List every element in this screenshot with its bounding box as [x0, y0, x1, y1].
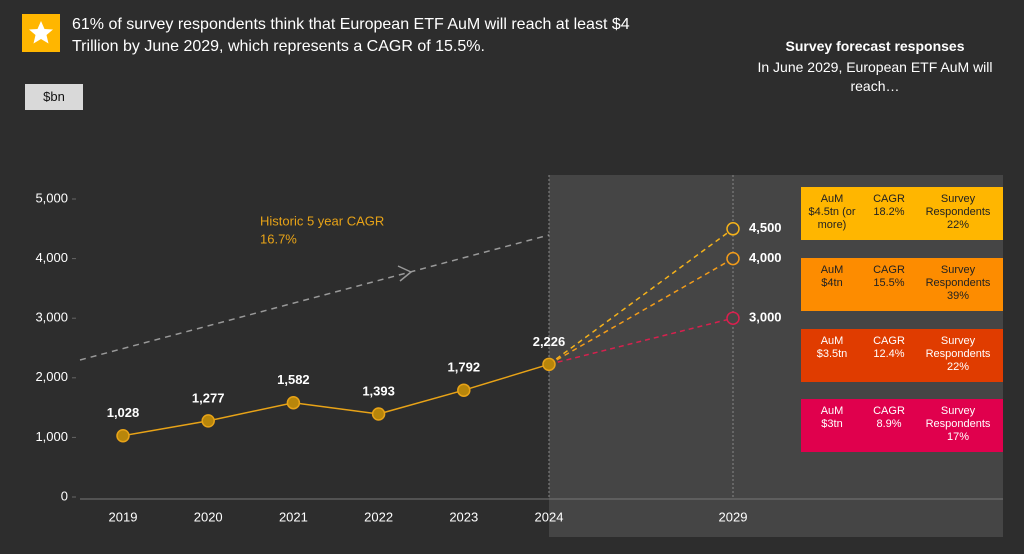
trend-arrow — [79, 234, 550, 361]
y-tick-label: 0 — [61, 488, 68, 503]
panel-subtitle: In June 2029, European ETF AuM will reac… — [757, 59, 993, 94]
point — [371, 407, 386, 421]
cell-header: CAGR — [873, 264, 905, 276]
headline: 61% of survey respondents think that Eur… — [72, 16, 630, 55]
forecast-line — [548, 317, 734, 366]
box-cell: CAGR 12.4% — [863, 335, 915, 382]
cell-value: $3.5tn — [816, 348, 848, 360]
value-label: 1,277 — [192, 390, 225, 405]
value-label: 1,792 — [448, 360, 481, 375]
cell-header: CAGR — [873, 405, 905, 417]
forecast-box: AuM $3tn CAGR 8.9% Survey Respondents 17% — [801, 399, 1003, 452]
x-tick-label: 2024 — [535, 509, 564, 524]
box-cell: Survey Respondents 22% — [915, 335, 1001, 382]
y-tick-label: 3,000 — [35, 310, 68, 325]
cell-header: Survey Respondents — [925, 335, 991, 360]
point — [286, 395, 301, 410]
forecast-label: 3,000 — [749, 310, 782, 325]
point — [116, 428, 130, 443]
value-label: 1,582 — [277, 372, 310, 387]
point — [542, 357, 556, 372]
y-tick-label: 2,000 — [35, 369, 68, 384]
cell-value: 17% — [946, 431, 970, 443]
cell-header: AuM — [820, 405, 844, 417]
y-tick-label: 4,000 — [35, 250, 68, 265]
box-cell: CAGR 15.5% — [863, 264, 915, 311]
forecast-point — [726, 311, 740, 325]
cell-header: Survey Respondents — [925, 264, 991, 289]
forecast-label: 4,500 — [749, 220, 782, 235]
cell-header: AuM — [820, 193, 844, 205]
cell-value: $4tn — [821, 277, 843, 289]
box-cell: CAGR 8.9% — [863, 405, 915, 452]
box-cell: Survey Respondents 39% — [915, 264, 1001, 311]
forecast-box: AuM $4.5tn (or more) CAGR 18.2% Survey Respo… — [801, 187, 1003, 240]
cell-value: 8.9% — [876, 418, 902, 430]
box-cell: AuM $4.5tn (or more) — [801, 193, 863, 240]
x-tick-label: 2019 — [109, 509, 138, 524]
cell-value: 22% — [946, 219, 970, 231]
forecast-box: AuM $4tn CAGR 15.5% Survey Respondents 39% — [801, 258, 1003, 311]
point — [201, 414, 215, 428]
cell-header: CAGR — [873, 335, 905, 347]
forecast-point — [726, 222, 740, 236]
star-icon — [22, 14, 60, 52]
x-tick-label: 2022 — [364, 509, 393, 524]
box-cell: AuM $3tn — [801, 405, 863, 452]
y-tick-label: 5,000 — [35, 190, 68, 205]
cell-header: AuM — [820, 264, 844, 276]
box-cell: Survey Respondents 17% — [915, 405, 1001, 452]
point — [457, 383, 471, 397]
cell-value: $4.5tn (or more) — [808, 206, 856, 231]
forecast-line — [548, 228, 734, 365]
cell-header: Survey Respondents — [925, 193, 991, 218]
box-cell: CAGR 18.2% — [863, 193, 915, 240]
x-tick-label: 2020 — [194, 509, 223, 524]
x-tick-label: 2029 — [719, 509, 748, 524]
x-tick-label: 2023 — [449, 509, 478, 524]
cell-header: Survey Respondents — [925, 405, 991, 430]
value-label: 1,393 — [362, 383, 395, 398]
unit-button[interactable]: $bn — [25, 84, 83, 110]
annotation: 16.7% — [260, 231, 297, 246]
box-cell: AuM $3.5tn — [801, 335, 863, 382]
cell-header: CAGR — [873, 193, 905, 205]
annotation: Historic 5 year CAGR — [260, 213, 384, 228]
forecast-point — [726, 251, 740, 266]
cell-value: 39% — [946, 290, 970, 302]
cell-value: $3tn — [821, 418, 843, 430]
cell-value: 12.4% — [873, 348, 905, 360]
line — [122, 363, 550, 437]
y-tick-label: 1,000 — [35, 429, 68, 444]
box-cell: Survey Respondents 22% — [915, 193, 1001, 240]
cell-header: AuM — [820, 335, 844, 347]
cell-value: 18.2% — [873, 206, 905, 218]
box-cell: AuM $4tn — [801, 264, 863, 311]
arrow-head — [397, 265, 413, 282]
forecast-box: AuM $3.5tn CAGR 12.4% Survey Respondents 22% — [801, 329, 1003, 382]
value-label: 2,226 — [533, 334, 566, 349]
forecast-label: 4,000 — [749, 250, 782, 265]
panel-title: Survey forecast responses — [785, 38, 965, 54]
x-tick-label: 2021 — [279, 509, 308, 524]
cell-value: 22% — [946, 361, 970, 373]
value-label: 1,028 — [107, 405, 140, 420]
cell-value: 15.5% — [873, 277, 905, 289]
